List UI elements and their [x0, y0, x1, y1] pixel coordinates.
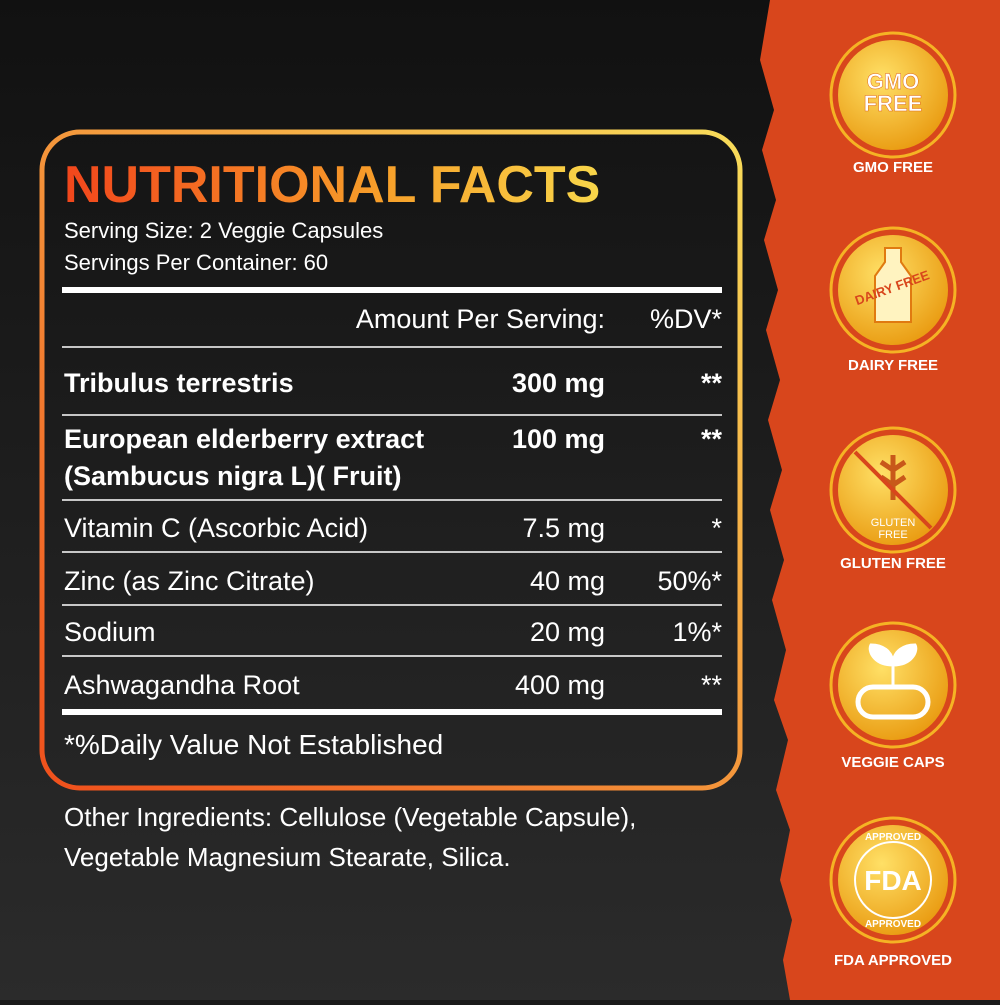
- badge-ring: [829, 226, 957, 354]
- ingredient-dv: 50%*: [657, 566, 722, 596]
- ingredient-name: (Sambucus nigra L)( Fruit): [64, 461, 402, 491]
- seal-ring: [854, 841, 932, 919]
- ingredient-dv: 1%*: [672, 617, 722, 647]
- ingredient-name: Sodium: [64, 617, 156, 647]
- wheat-icon: [879, 455, 907, 500]
- ingredient-amount: 40 mg: [530, 566, 605, 596]
- footnote: *%Daily Value Not Established: [64, 729, 443, 760]
- servings-per-container: Servings Per Container: 60: [64, 250, 328, 275]
- divider: [62, 655, 722, 657]
- badge-caption: DAIRY FREE: [848, 357, 938, 374]
- divider: [62, 287, 722, 293]
- badge-caption: FDA APPROVED: [834, 952, 952, 969]
- badge-text: GMO: [867, 69, 920, 94]
- divider: [62, 499, 722, 501]
- panel-border: [39, 129, 743, 791]
- no-icon: [853, 450, 933, 530]
- ingredient-amount: 300 mg: [512, 368, 605, 398]
- ingredient-amount: 20 mg: [530, 617, 605, 647]
- badge-text: APPROVED: [865, 919, 921, 930]
- serving-size: Serving Size: 2 Veggie Capsules: [64, 218, 383, 243]
- badge-text: GLUTEN: [871, 517, 916, 529]
- badge-ring: [829, 816, 957, 944]
- ingredient-dv: **: [701, 368, 723, 398]
- badge-text: FREE: [864, 91, 923, 116]
- divider: [62, 346, 722, 348]
- badge-ring: [829, 621, 957, 749]
- ingredient-name: Vitamin C (Ascorbic Acid): [64, 513, 368, 543]
- other-ingredients: Vegetable Magnesium Stearate, Silica.: [64, 842, 511, 872]
- badge-ring: [829, 31, 957, 159]
- header-amount: Amount Per Serving:: [356, 304, 605, 334]
- divider: [62, 414, 722, 416]
- badge-caption: VEGGIE CAPS: [841, 754, 944, 771]
- ingredient-amount: 7.5 mg: [522, 513, 605, 543]
- ingredient-dv: **: [701, 424, 723, 454]
- badge-caption: GLUTEN FREE: [840, 555, 946, 572]
- header-dv: %DV*: [650, 304, 723, 334]
- badge-text: FREE: [878, 529, 907, 541]
- ingredient-name: European elderberry extract: [64, 424, 424, 454]
- ingredient-name: Zinc (as Zinc Citrate): [64, 566, 315, 596]
- badge-text: APPROVED: [865, 832, 921, 843]
- divider: [62, 551, 722, 553]
- divider: [62, 604, 722, 606]
- other-ingredients: Other Ingredients: Cellulose (Vegetable …: [64, 802, 636, 832]
- ingredient-name: Tribulus terrestris: [64, 368, 294, 398]
- badge: [838, 40, 948, 150]
- badge-text: FDA: [864, 865, 922, 896]
- leaf-icon: [868, 643, 918, 685]
- ingredient-amount: 400 mg: [515, 670, 605, 700]
- ingredient-amount: 100 mg: [512, 424, 605, 454]
- badge-ring: [829, 426, 957, 554]
- panel-title: NUTRITIONAL FACTS: [64, 156, 600, 214]
- capsule-icon: [855, 684, 931, 720]
- badge-caption: GMO FREE: [853, 159, 933, 176]
- ingredient-dv: **: [701, 670, 723, 700]
- ingredient-dv: *: [711, 513, 722, 543]
- ingredient-name: Ashwagandha Root: [64, 670, 300, 700]
- bottle-icon: [874, 247, 912, 323]
- divider: [62, 709, 722, 715]
